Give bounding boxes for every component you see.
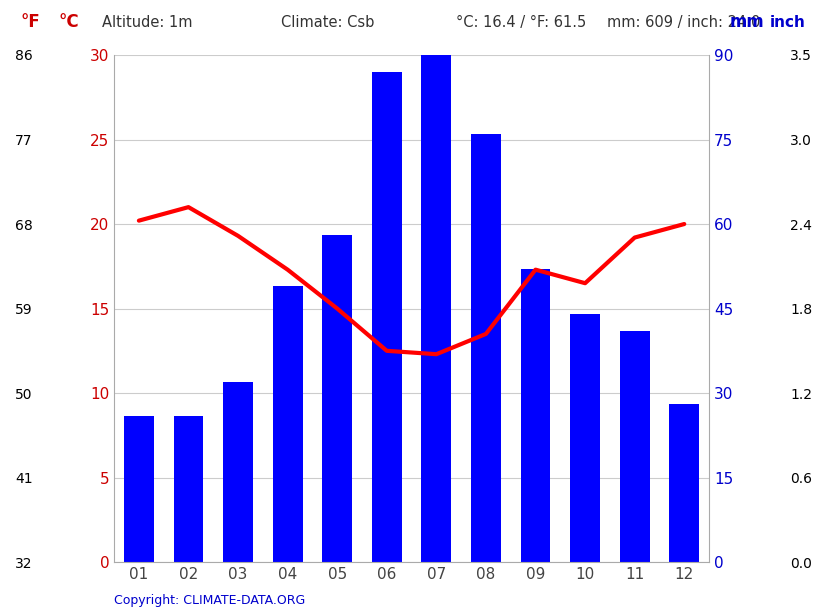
Text: mm: mm [729,13,764,32]
Text: °C: °C [59,13,79,32]
Text: Climate: Csb: Climate: Csb [281,15,375,31]
Text: °C: 16.4 / °F: 61.5: °C: 16.4 / °F: 61.5 [456,15,587,31]
Bar [323,235,352,562]
Text: °F: °F [20,13,40,32]
Bar [372,72,402,562]
Text: mm: 609 / inch: 24.0: mm: 609 / inch: 24.0 [607,15,760,31]
Text: inch: inch [770,15,806,31]
Bar [471,134,500,562]
Bar [421,55,452,562]
Bar [669,404,699,562]
Bar [124,415,154,562]
Bar [273,286,302,562]
Bar [174,415,203,562]
Text: Altitude: 1m: Altitude: 1m [102,15,192,31]
Bar [570,314,600,562]
Bar [521,269,550,562]
Bar [619,331,650,562]
Bar [223,382,253,562]
Text: Copyright: CLIMATE-DATA.ORG: Copyright: CLIMATE-DATA.ORG [114,594,306,607]
